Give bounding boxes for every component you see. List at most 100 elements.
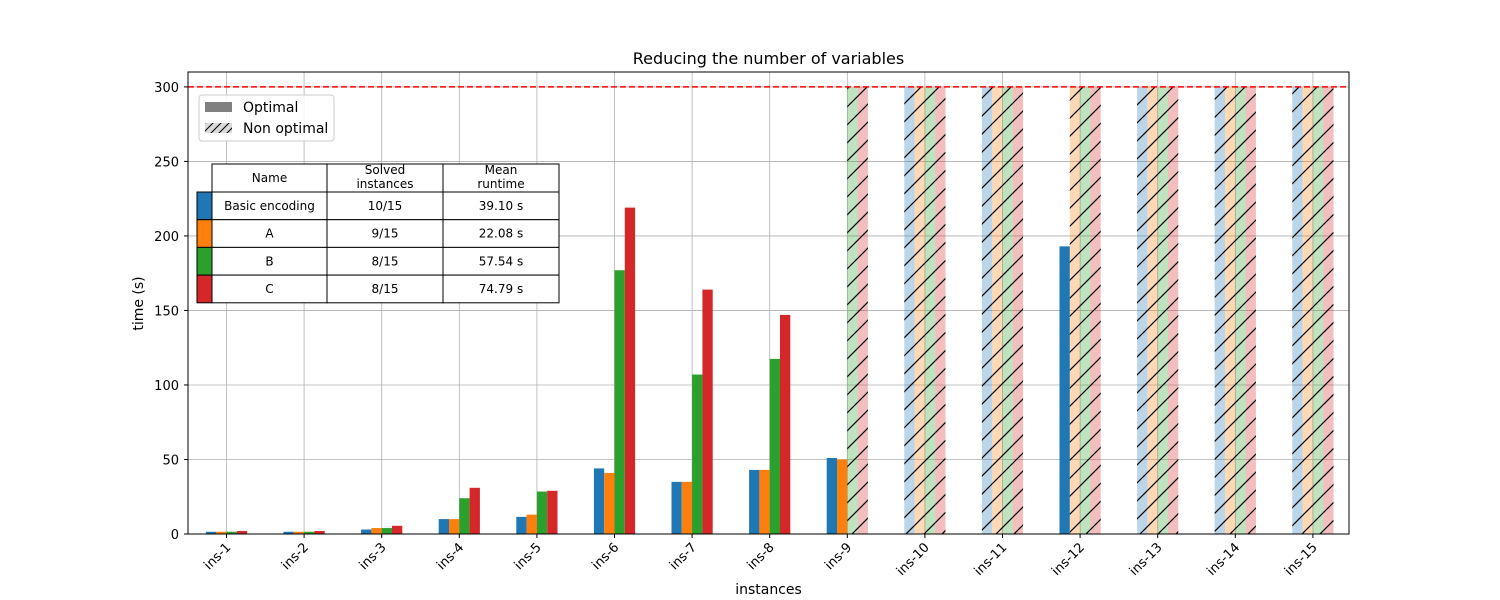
- bar: [692, 374, 703, 534]
- legend-swatch-optimal: [205, 102, 232, 112]
- table-cell-text: 8/15: [372, 282, 399, 296]
- bar-hatch: [935, 86, 946, 534]
- bar: [205, 531, 217, 534]
- table-cell-text: A: [265, 227, 274, 241]
- bar-non-optimal: [857, 86, 868, 534]
- bar: [381, 528, 392, 534]
- table-cell: [326, 191, 444, 221]
- bar-non-optimal: [1225, 86, 1236, 534]
- y-tick-label: 300: [154, 81, 179, 96]
- bar: [769, 358, 780, 534]
- bar: [536, 491, 548, 534]
- bar-hatch: [1147, 86, 1158, 534]
- bar: [604, 472, 615, 534]
- bar-non-optimal: [1080, 86, 1091, 534]
- bar: [681, 481, 693, 534]
- table-cell-text: 74.79 s: [479, 282, 523, 296]
- table-color-swatch: [196, 219, 213, 248]
- table-header-text: Name: [252, 171, 287, 185]
- bar-hatch: [1235, 86, 1246, 534]
- x-axis-label: instances: [735, 582, 802, 598]
- y-tick-label: 200: [154, 230, 179, 245]
- table-cell-text: B: [265, 254, 273, 268]
- bar-hatch: [1012, 86, 1024, 534]
- bar-non-optimal: [1214, 86, 1225, 534]
- bar: [216, 531, 227, 534]
- x-tick-label: ins-13: [1127, 540, 1166, 579]
- bar: [469, 487, 480, 534]
- table-cell: [211, 246, 328, 276]
- x-tick-label: ins-2: [279, 540, 312, 573]
- bar: [283, 531, 294, 534]
- bar-hatch: [1090, 86, 1101, 534]
- x-tick-label: ins-1: [201, 540, 234, 573]
- y-axis-label: time (s): [131, 276, 147, 330]
- x-tick-label: ins-11: [972, 540, 1011, 579]
- bar-hatch: [1069, 86, 1081, 534]
- bar-hatch: [992, 86, 1003, 534]
- x-tick-label: ins-15: [1282, 540, 1321, 579]
- bar-non-optimal: [1235, 86, 1246, 534]
- bar: [226, 531, 237, 534]
- bar: [749, 469, 760, 534]
- table-cell: [211, 219, 328, 248]
- x-tick-label: ins-3: [357, 540, 390, 573]
- bar-hatch: [904, 86, 915, 534]
- bar-hatch: [1168, 86, 1179, 534]
- x-tick-label: ins-10: [894, 540, 933, 579]
- bar: [438, 519, 449, 534]
- bar-non-optimal: [981, 86, 993, 534]
- x-tick-label: ins-9: [822, 540, 855, 573]
- bar-hatch: [1245, 86, 1256, 534]
- bar-hatch: [1292, 86, 1303, 534]
- table-header-text: Mean: [485, 163, 518, 177]
- bar: [671, 481, 682, 534]
- table-cell: [326, 219, 444, 248]
- y-tick-label: 0: [171, 528, 179, 543]
- bar-hatch: [981, 86, 993, 534]
- bar: [826, 457, 837, 534]
- bar: [392, 525, 403, 534]
- bar-non-optimal: [1245, 86, 1256, 534]
- bar: [624, 207, 636, 534]
- bar-hatch: [1157, 86, 1168, 534]
- table-cell-text: 10/15: [368, 199, 403, 213]
- table-cell: [211, 191, 328, 221]
- legend-swatch-hatch: [205, 123, 232, 133]
- x-tick-label: ins-7: [667, 540, 700, 573]
- bar: [449, 519, 460, 534]
- table-cell: [211, 274, 328, 304]
- table-color-swatch: [196, 191, 213, 221]
- table-cell-text: 39.10 s: [479, 199, 523, 213]
- plot-frame: [187, 71, 1350, 535]
- bar: [1059, 246, 1070, 534]
- legend-box: [198, 94, 335, 142]
- bar: [526, 514, 537, 534]
- bar-hatch: [1312, 86, 1324, 534]
- bar-non-optimal: [1323, 86, 1334, 534]
- table-cell: [442, 191, 560, 221]
- y-tick-label: 150: [154, 304, 179, 319]
- bar-non-optimal: [1002, 86, 1013, 534]
- bar-non-optimal: [1147, 86, 1158, 534]
- bar: [593, 468, 605, 534]
- bar: [293, 531, 305, 534]
- bar-non-optimal: [1302, 86, 1313, 534]
- table-color-swatch: [196, 274, 213, 304]
- y-tick-label: 100: [154, 379, 179, 394]
- x-tick-label: ins-12: [1049, 540, 1088, 579]
- bar-hatch: [857, 86, 868, 534]
- bar-hatch: [1214, 86, 1225, 534]
- y-tick-label: 50: [162, 453, 179, 468]
- table-cell: [442, 274, 560, 304]
- bar: [516, 516, 527, 534]
- bars: [205, 86, 1334, 534]
- bar-non-optimal: [924, 86, 936, 534]
- bar-hatch: [847, 86, 858, 534]
- x-tick-label: ins-5: [512, 540, 545, 573]
- table-cell: [442, 219, 560, 248]
- bar-hatch: [1137, 86, 1148, 534]
